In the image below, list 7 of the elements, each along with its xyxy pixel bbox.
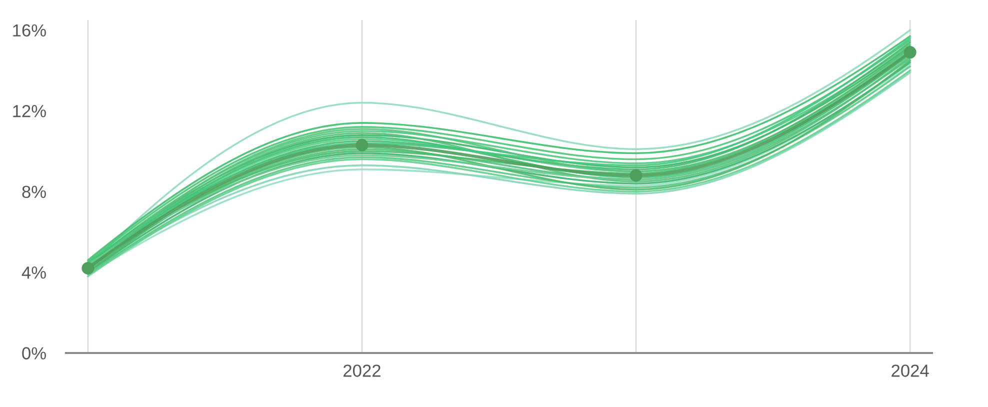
y-tick-label: 0% [22, 347, 46, 360]
y-tick-label: 12% [13, 104, 46, 118]
y-tick-label: 8% [22, 186, 46, 198]
x-tick-label: 2024 [892, 364, 929, 377]
y-tick-label: 4% [22, 266, 46, 279]
y-tick-label: 16% [13, 24, 46, 37]
x-tick-label: 2022 [344, 364, 380, 377]
